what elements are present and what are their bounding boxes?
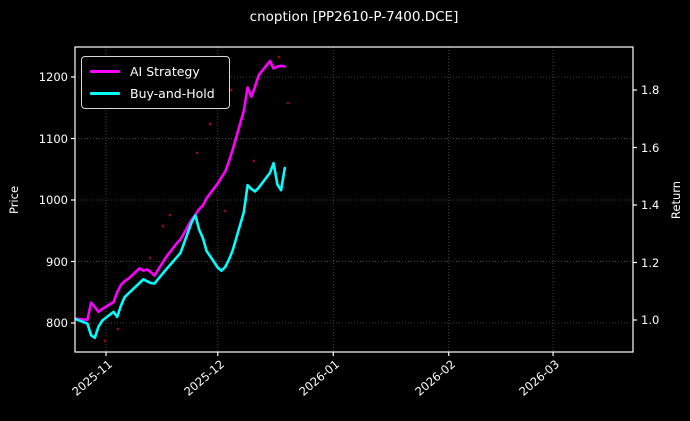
scatter-dot — [168, 213, 172, 217]
scatter-dot — [116, 327, 120, 331]
scatter-dot — [277, 55, 281, 59]
scatter-dot — [208, 122, 212, 126]
y-tick-label-left: 1200 — [38, 70, 68, 84]
series-line-1 — [74, 161, 287, 340]
y-tick-label-left: 1100 — [38, 131, 68, 146]
legend-item-buy-and-hold: Buy-and-Hold — [90, 86, 215, 101]
scatter-dot — [148, 256, 152, 260]
y-tick-label-right: 1.4 — [641, 198, 660, 212]
scatter-dot — [286, 101, 290, 105]
legend-swatch-buy-and-hold — [90, 92, 120, 95]
y-axis-label-price: Price — [7, 185, 21, 215]
legend-label-ai-strategy: AI Strategy — [130, 64, 200, 79]
scatter-dot — [161, 224, 165, 228]
y-tick-label-right: 1.6 — [641, 140, 660, 155]
chart-title: cnoption [PP2610-P-7400.DCE] — [249, 9, 459, 25]
scatter-dot — [229, 88, 233, 92]
legend-item-ai-strategy: AI Strategy — [90, 64, 215, 79]
legend: AI Strategy Buy-and-Hold — [81, 56, 230, 109]
legend-label-buy-and-hold: Buy-and-Hold — [130, 86, 215, 101]
y-tick-label-right: 1.8 — [641, 83, 660, 97]
y-tick-label-right: 1.0 — [641, 313, 660, 327]
scatter-dot — [223, 209, 227, 213]
scatter-dot — [195, 151, 199, 155]
series-line-0 — [74, 59, 287, 322]
y-axis-label-return: Return — [669, 180, 683, 220]
y-tick-label-left: 800 — [46, 316, 68, 330]
scatter-dot — [252, 159, 256, 163]
scatter-dot — [103, 339, 107, 343]
y-tick-label-left: 1000 — [38, 193, 68, 207]
y-tick-label-right: 1.2 — [641, 255, 660, 270]
legend-swatch-ai-strategy — [90, 70, 120, 73]
y-tick-label-left: 900 — [46, 254, 68, 269]
